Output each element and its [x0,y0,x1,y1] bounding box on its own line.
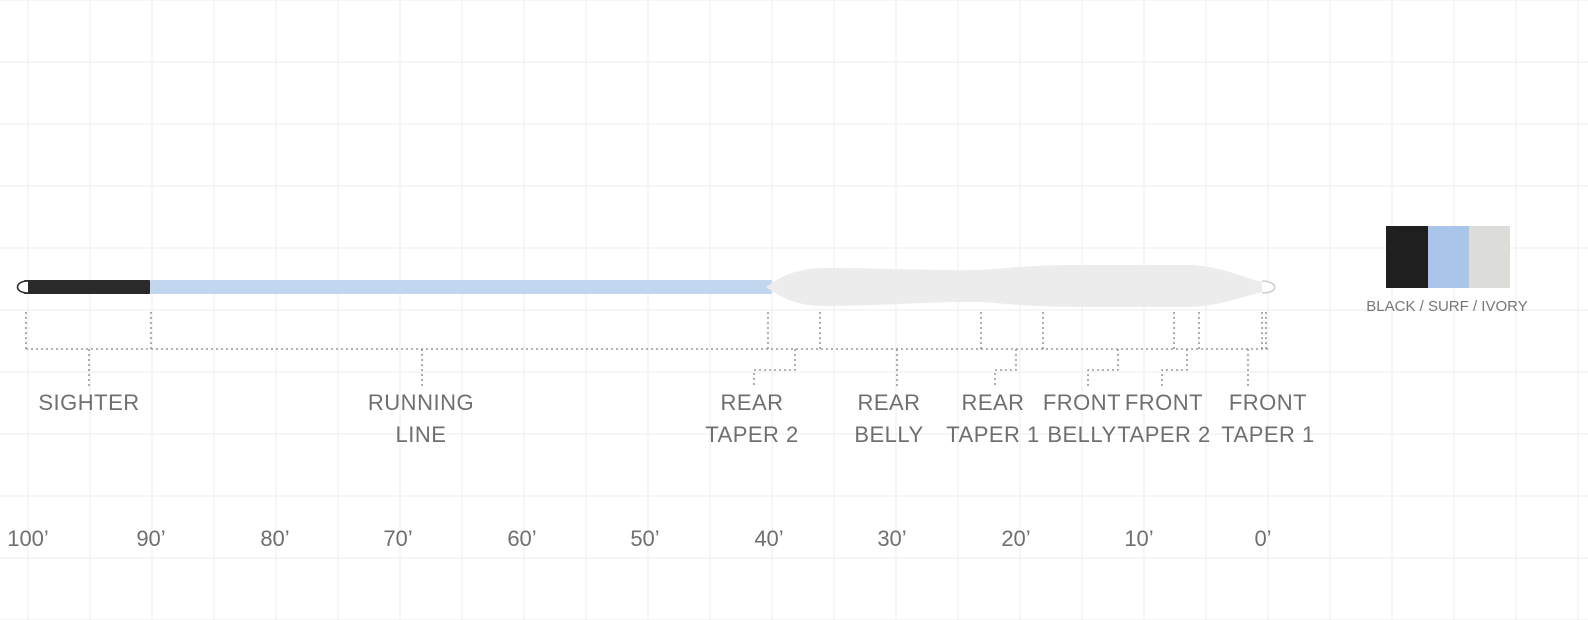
leader-front-taper-2 [1161,349,1188,386]
leader-rear-taper-1 [994,349,1017,386]
axis-tick-10: 10’ [1124,526,1153,551]
label-front-taper-1-line-2: TAPER 1 [1221,422,1315,447]
running-line-segment [148,280,772,294]
legend-label: BLACK / SURF / IVORY [1366,298,1527,315]
axis-tick-60: 60’ [507,526,536,551]
label-front-belly-line-2: BELLY [1047,422,1116,447]
label-rear-belly-line-2: BELLY [854,422,923,447]
label-rear-taper-1-line-1: REAR [961,390,1024,415]
axis-tick-0: 0’ [1254,526,1271,551]
axis-tick-100: 100’ [7,526,49,551]
axis-tick-70: 70’ [383,526,412,551]
swatch-black [1386,226,1428,288]
axis-tick-30: 30’ [877,526,906,551]
head-segment [766,265,1262,307]
axis-tick-40: 40’ [754,526,783,551]
color-legend: BLACK / SURF / IVORY [1366,226,1528,315]
swatch-ivory [1469,226,1510,288]
swatch-surf [1428,226,1469,288]
label-front-taper-1-line-1: FRONT [1229,390,1307,415]
section-dotted-brackets [25,312,1268,386]
leader-rear-taper-2 [753,349,796,386]
label-rear-taper-2-line-2: TAPER 2 [705,422,799,447]
label-sighter-line-1: SIGHTER [38,390,139,415]
label-running-line-line-2: LINE [396,422,447,447]
label-front-taper-2-line-2: TAPER 2 [1117,422,1211,447]
label-running-line-line-1: RUNNING [368,390,474,415]
axis-tick-90: 90’ [136,526,165,551]
leader-front-belly [1087,349,1119,386]
label-front-taper-2-line-1: FRONT [1125,390,1203,415]
axis-tick-50: 50’ [630,526,659,551]
distance-axis: 100’ 90’ 80’ 70’ 60’ 50’ 40’ 30’ 20’ 10’… [7,526,1271,551]
fly-line [16,265,1276,307]
label-rear-taper-1-line-2: TAPER 1 [946,422,1040,447]
label-front-belly-line-1: FRONT [1043,390,1121,415]
front-loop-icon [1261,280,1276,294]
rear-loop-icon [16,280,29,294]
sighter-segment [24,280,150,294]
label-rear-taper-2-line-1: REAR [720,390,783,415]
axis-tick-20: 20’ [1001,526,1030,551]
section-labels: SIGHTER RUNNING LINE REAR TAPER 2 REAR B… [38,390,1314,447]
label-rear-belly-line-1: REAR [857,390,920,415]
axis-tick-80: 80’ [260,526,289,551]
